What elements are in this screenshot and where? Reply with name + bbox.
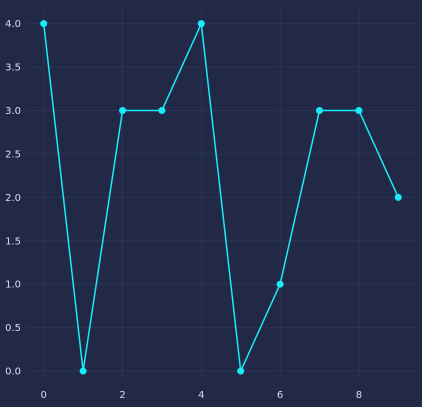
y-axis-ticks: 0.0 0.5 1.0 1.5 2.0 2.5 3.0 3.5 4.0 bbox=[5, 19, 21, 377]
x-tick-label: 4 bbox=[198, 390, 204, 401]
data-point bbox=[315, 106, 323, 114]
data-point bbox=[79, 367, 87, 375]
y-tick-label: 2.0 bbox=[5, 193, 21, 204]
y-tick-label: 0.5 bbox=[5, 323, 21, 334]
data-point bbox=[40, 20, 48, 28]
x-tick-label: 0 bbox=[41, 390, 47, 401]
x-tick-label: 6 bbox=[277, 390, 283, 401]
data-point bbox=[197, 20, 205, 28]
data-point bbox=[276, 280, 284, 288]
x-axis-ticks: 0 2 4 6 8 bbox=[41, 390, 363, 401]
data-point bbox=[394, 193, 402, 201]
x-tick-label: 2 bbox=[119, 390, 125, 401]
data-point bbox=[237, 367, 245, 375]
data-point bbox=[158, 106, 166, 114]
y-tick-label: 0.0 bbox=[5, 367, 21, 378]
x-tick-label: 8 bbox=[356, 390, 362, 401]
y-tick-label: 3.5 bbox=[5, 63, 21, 74]
series-points bbox=[40, 20, 402, 375]
data-point bbox=[119, 106, 127, 114]
y-tick-label: 4.0 bbox=[5, 19, 21, 30]
y-tick-label: 1.0 bbox=[5, 280, 21, 291]
y-tick-label: 3.0 bbox=[5, 106, 21, 117]
y-tick-label: 2.5 bbox=[5, 149, 21, 160]
series-line bbox=[42, 22, 399, 372]
data-point bbox=[355, 106, 363, 114]
y-tick-label: 1.5 bbox=[5, 236, 21, 247]
series-lines bbox=[42, 22, 399, 372]
